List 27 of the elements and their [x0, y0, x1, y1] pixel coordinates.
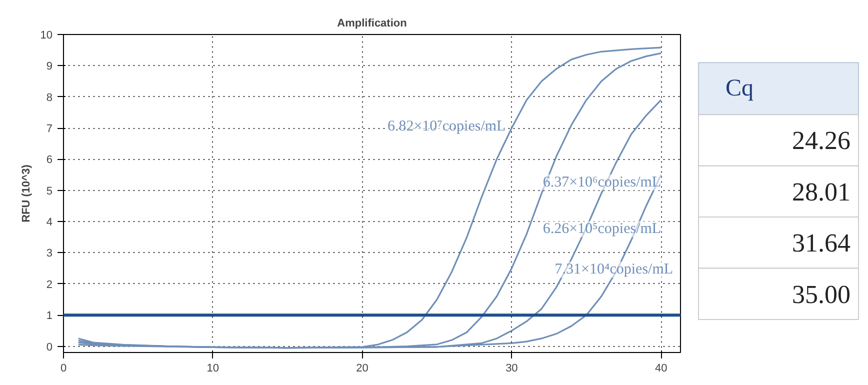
y-tick-label: 6	[46, 154, 53, 166]
text: 24.26	[792, 126, 850, 156]
chart-title: Amplification	[337, 18, 408, 30]
x-tick-label: 10	[206, 362, 220, 374]
y-tick-label: 9	[46, 60, 53, 73]
text: Cq	[726, 76, 754, 102]
y-tick-label: 10	[40, 30, 53, 42]
x-tick-label: 40	[654, 362, 668, 374]
y-axis-title: RFU (10^3)	[20, 164, 32, 222]
text: 31.64	[792, 228, 850, 258]
series-label: 6.37×10⁶copies/mL	[542, 174, 662, 190]
series-label: 6.82×10⁷copies/mL	[387, 118, 506, 134]
x-tick-label: 30	[506, 362, 518, 374]
y-tick-label: 0	[46, 341, 53, 354]
text: 28.01	[792, 177, 850, 206]
x-tick-label: 20	[356, 362, 368, 374]
y-tick-label: 7	[46, 123, 53, 136]
series-label: 7.31×10⁴copies/mL	[554, 262, 674, 278]
series-label: 6.26×10⁵copies/mL	[542, 221, 662, 238]
y-tick-label: 8	[46, 92, 53, 104]
y-tick-label: 5	[46, 185, 53, 198]
text: 35.00	[792, 280, 850, 309]
y-tick-label: 2	[46, 278, 53, 291]
y-tick-label: 4	[46, 216, 53, 229]
y-tick-label: 3	[46, 248, 53, 260]
y-tick-label: 1	[46, 310, 53, 322]
x-tick-label: 0	[60, 362, 67, 374]
